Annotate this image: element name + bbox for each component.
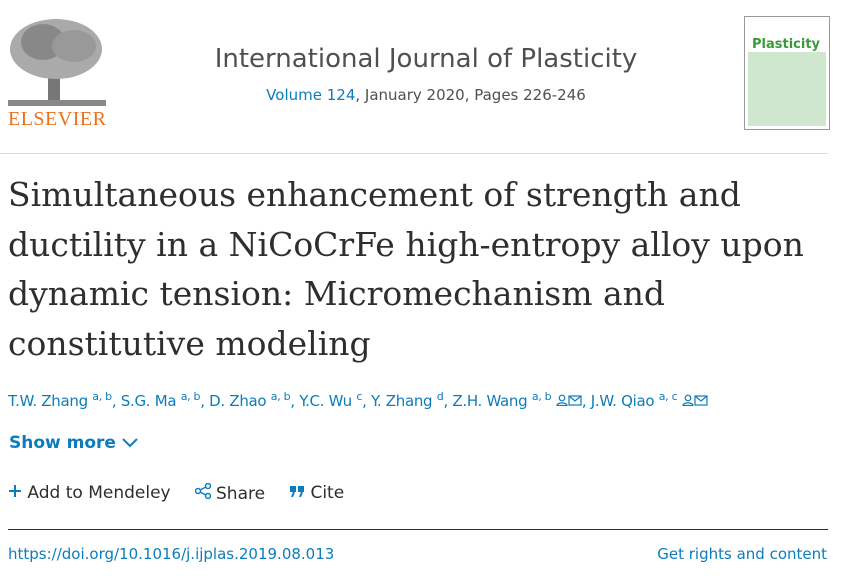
separator: ,	[443, 392, 448, 410]
author[interactable]: S.G. Ma a, b	[120, 390, 201, 410]
separator: ,	[362, 392, 367, 410]
author-name: S.G. Ma	[120, 392, 177, 410]
author-name: Z.H. Wang	[452, 392, 528, 410]
journal-cover[interactable]: Plasticity	[744, 16, 830, 130]
author-name: D. Zhao	[209, 392, 267, 410]
author[interactable]: D. Zhao a, b	[209, 390, 291, 410]
show-more[interactable]: Show more	[9, 433, 138, 453]
affiliation: d	[436, 390, 444, 403]
contact-icons	[677, 392, 708, 410]
quote-icon	[290, 486, 305, 498]
affiliation: a, b	[531, 390, 552, 403]
author[interactable]: Y. Zhang d	[371, 390, 444, 410]
person-icon	[556, 394, 568, 407]
author[interactable]: J.W. Qiao a, c	[590, 390, 708, 410]
author-name: T.W. Zhang	[8, 392, 88, 410]
publisher: ELSEVIER	[8, 108, 107, 130]
divider	[8, 529, 828, 530]
author-name: Y. Zhang	[371, 392, 433, 410]
affiliation: a, b	[180, 390, 201, 403]
action-bar: Add to Mendeley Share Cite	[8, 482, 344, 504]
affiliation: a, c	[658, 390, 678, 403]
author[interactable]: Y.C. Wu c	[299, 390, 363, 410]
share-button[interactable]: Share	[194, 482, 266, 504]
separator: ,	[200, 392, 205, 410]
action-label: Share	[216, 484, 266, 504]
author[interactable]: Z.H. Wang a, b	[452, 390, 582, 410]
cite-button[interactable]: Cite	[289, 483, 344, 504]
person-icon	[682, 394, 694, 407]
author-name: Y.C. Wu	[299, 392, 352, 410]
volume-link[interactable]: Volume 124	[266, 86, 356, 104]
author-list: T.W. Zhang a, b, S.G. Ma a, b, D. Zhao a…	[8, 390, 708, 410]
author[interactable]: T.W. Zhang a, b	[8, 390, 112, 410]
rights-link[interactable]: Get rights and content	[657, 545, 827, 563]
affiliation: c	[356, 390, 363, 403]
issue-line: Volume 124, January 2020, Pages 226-246	[0, 86, 846, 104]
email-icon	[568, 395, 582, 406]
separator: ,	[111, 392, 117, 410]
mendeley-button[interactable]: Add to Mendeley	[8, 483, 171, 504]
publisher-logo	[8, 19, 106, 106]
journal-title[interactable]: International Journal of Plasticity	[214, 44, 638, 74]
contact-icons	[551, 392, 582, 410]
show-more-text: Show more	[9, 433, 116, 453]
issue-info: , January 2020, Pages 226-246	[355, 86, 586, 104]
cover-title: Plasticity	[752, 37, 821, 52]
author-name: J.W. Qiao	[590, 392, 655, 410]
affiliation: a, b	[270, 390, 291, 403]
action-label: Add to Mendeley	[27, 483, 171, 503]
separator: ,	[581, 392, 587, 410]
plus-icon	[9, 485, 21, 497]
share-icon	[194, 482, 211, 500]
article-title: Simultaneous enhancement of strength and…	[8, 175, 804, 363]
divider	[0, 153, 828, 154]
email-icon	[694, 395, 708, 406]
affiliation: a, b	[92, 390, 112, 403]
doi-link[interactable]: https://doi.org/10.1016/j.ijplas.2019.08…	[8, 545, 335, 563]
chevron	[122, 438, 138, 448]
action-label: Cite	[310, 483, 345, 503]
separator: ,	[290, 392, 295, 410]
